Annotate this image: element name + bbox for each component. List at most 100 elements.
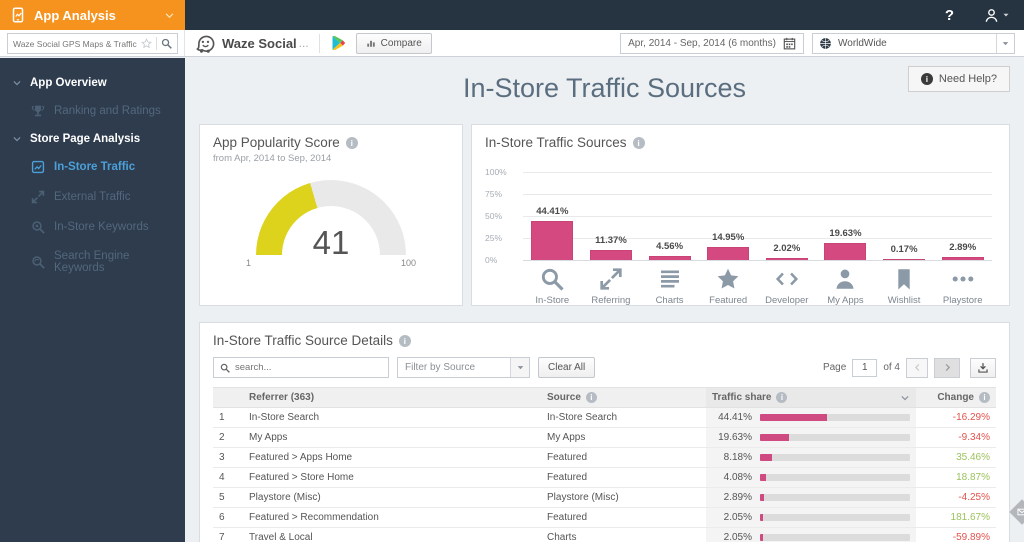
bar[interactable] (648, 256, 691, 260)
bar-column-playstore[interactable]: 2.89% (933, 172, 992, 260)
compare-button[interactable]: Compare (355, 32, 432, 54)
table-row[interactable]: 4 Featured > Store Home Featured 4.08% 18.87… (213, 467, 996, 488)
select-dropdown-arrow[interactable] (510, 358, 529, 377)
region-dropdown-arrow[interactable] (996, 33, 1014, 53)
category-wishlist[interactable]: Wishlist (875, 267, 934, 306)
info-icon[interactable]: i (398, 334, 411, 347)
chart-card-title: In-Store Traffic Sources (485, 135, 627, 150)
row-rank: 2 (213, 427, 243, 448)
category-playstore[interactable]: Playstore (933, 267, 992, 306)
column-header-traffic-share[interactable]: Traffic share i (706, 387, 916, 408)
clear-all-button[interactable]: Clear All (538, 357, 596, 378)
region-value: WorldWide (838, 37, 887, 49)
category-charts[interactable]: Charts (640, 267, 699, 306)
row-rank: 1 (213, 407, 243, 428)
row-traffic-share: 2.05% (706, 527, 916, 542)
gauge-min-label: 1 (246, 258, 252, 268)
row-referrer: Featured > Apps Home (243, 447, 541, 468)
next-page-button[interactable] (934, 357, 960, 378)
sidebar-item-ranking-and-ratings[interactable]: Ranking and Ratings (0, 96, 185, 126)
sidebar-item-external-traffic[interactable]: External Traffic (0, 182, 185, 212)
row-change: -4.25% (916, 487, 996, 508)
bar-column-charts[interactable]: 4.56% (640, 172, 699, 260)
row-rank: 5 (213, 487, 243, 508)
favorite-star-icon[interactable] (141, 38, 152, 49)
y-axis-tick-label: 25% (485, 233, 503, 243)
traffic-share-fill (760, 414, 827, 421)
column-header-source[interactable]: Source i (541, 387, 706, 408)
page-number-input[interactable] (852, 358, 878, 377)
table-row[interactable]: 5 Playstore (Misc) Playstore (Misc) 2.89% -4… (213, 487, 996, 508)
bar-column-my-apps[interactable]: 19.63% (816, 172, 875, 260)
sidebar-item-in-store-keywords[interactable]: In-Store Keywords (0, 212, 185, 242)
traffic-share-track (760, 534, 910, 541)
user-icon (984, 8, 999, 23)
help-button[interactable]: ? (944, 6, 954, 24)
info-icon[interactable]: i (632, 136, 645, 149)
table-row[interactable]: 1 In-Store Search In-Store Search 44.41% -16… (213, 407, 996, 428)
info-icon: i (920, 73, 933, 85)
row-referrer: Playstore (Misc) (243, 487, 541, 508)
info-icon[interactable]: i (585, 392, 597, 403)
info-icon[interactable]: i (776, 392, 788, 403)
bar[interactable] (531, 220, 574, 260)
calendar-icon (783, 37, 796, 50)
region-select[interactable]: WorldWide (812, 32, 1015, 54)
category-label: Wishlist (887, 295, 921, 306)
feedback-button[interactable] (1009, 499, 1024, 525)
table-row[interactable]: 6 Featured > Recommendation Featured 2.05% 1… (213, 507, 996, 528)
bar-column-referring[interactable]: 11.37% (582, 172, 641, 260)
bar[interactable] (589, 250, 632, 260)
bar-column-developer[interactable]: 2.02% (758, 172, 817, 260)
caret-down-icon (516, 363, 525, 372)
sidebar-section-store-page-analysis[interactable]: Store Page Analysis (0, 126, 185, 152)
filter-by-source-select[interactable]: Filter by Source (397, 357, 530, 378)
traffic-share-track (760, 454, 910, 461)
bar-value-label: 19.63% (829, 227, 862, 239)
need-help-button[interactable]: i Need Help? (907, 66, 1010, 92)
category-featured[interactable]: Featured (699, 267, 758, 306)
search-icon[interactable] (161, 38, 172, 49)
column-header-referrer[interactable]: Referrer (363) (243, 387, 541, 408)
sidebar-item-in-store-traffic[interactable]: In-Store Traffic (0, 152, 185, 182)
category-in-store[interactable]: In-Store (523, 267, 582, 306)
info-icon[interactable]: i (345, 136, 358, 149)
category-my-apps[interactable]: My Apps (816, 267, 875, 306)
info-icon[interactable]: i (979, 392, 990, 403)
bar-column-featured[interactable]: 14.95% (699, 172, 758, 260)
column-header-change[interactable]: Change i (916, 387, 996, 408)
sidebar-item-search-engine-keywords[interactable]: Search Engine Keywords (0, 242, 185, 282)
y-axis-tick-label: 100% (485, 167, 507, 177)
mobile-app-icon (10, 7, 26, 23)
bar[interactable] (765, 258, 808, 260)
row-referrer: Featured > Store Home (243, 467, 541, 488)
bar[interactable] (941, 257, 984, 260)
table-row[interactable]: 3 Featured > Apps Home Featured 8.18% 35.46% (213, 447, 996, 468)
category-label: Developer (765, 295, 809, 306)
top-nav: ? (185, 0, 1024, 30)
table-row[interactable]: 2 My Apps My Apps 19.63% -9.34% (213, 427, 996, 448)
traffic-sources-chart-card: In-Store Traffic Sources i 100% 75% 50% 25%… (471, 124, 1010, 306)
category-referring[interactable]: Referring (582, 267, 641, 306)
sidebar-section-app-overview[interactable]: App Overview (0, 70, 185, 96)
category-developer[interactable]: Developer (758, 267, 817, 306)
app-analysis-menu[interactable]: App Analysis (0, 0, 185, 30)
bar-column-in-store[interactable]: 44.41% (523, 172, 582, 260)
table-row[interactable]: 7 Travel & Local Charts 2.05% -59.89% (213, 527, 996, 542)
sort-descending-icon[interactable] (900, 393, 910, 403)
table-search-box[interactable] (213, 357, 389, 378)
bar[interactable] (824, 242, 867, 260)
bar-column-wishlist[interactable]: 0.17% (875, 172, 934, 260)
previous-page-button[interactable] (906, 357, 928, 378)
bar[interactable] (883, 259, 926, 260)
date-range-picker[interactable]: Apr, 2014 - Sep, 2014 (6 months) (620, 32, 804, 54)
export-button[interactable] (970, 357, 996, 378)
app-search-box[interactable] (7, 33, 178, 54)
traffic-source-details-card: In-Store Traffic Source Details i Filter… (199, 322, 1010, 542)
row-source: Playstore (Misc) (541, 487, 706, 508)
bar[interactable] (707, 246, 750, 260)
table-search-input[interactable] (235, 362, 382, 373)
account-menu[interactable] (984, 8, 1010, 23)
app-search-input[interactable] (13, 38, 141, 49)
